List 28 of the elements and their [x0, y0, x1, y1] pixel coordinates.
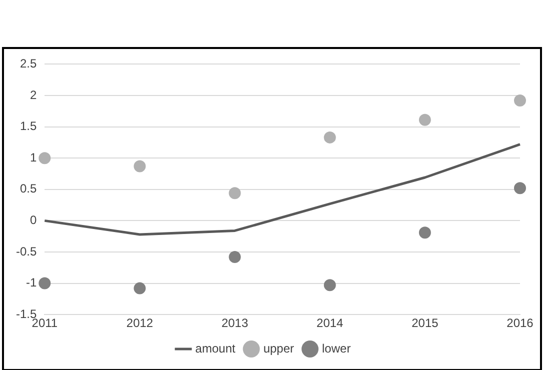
x-tick-label: 2012	[126, 316, 154, 330]
y-tick-label: 0.5	[20, 182, 37, 196]
point	[134, 282, 146, 294]
y-tick-label: -1	[26, 276, 37, 290]
point	[38, 277, 51, 290]
legend-label: upper	[263, 341, 294, 356]
x-tick-label: 2015	[412, 316, 439, 330]
point	[324, 279, 336, 292]
y-tick-label: -0.5	[16, 244, 37, 258]
point	[418, 226, 431, 239]
y-tick-label: 1.5	[20, 119, 37, 134]
y-tick-label: 2	[30, 88, 37, 102]
point	[324, 131, 336, 144]
point	[514, 182, 526, 194]
y-tick-label: 0	[30, 213, 37, 228]
point	[134, 160, 146, 172]
legend-label: lower	[322, 341, 351, 356]
legend-label: amount	[195, 341, 236, 356]
x-tick-label: 2014	[316, 316, 344, 330]
y-tick-label: 1	[30, 150, 37, 164]
point	[514, 94, 526, 107]
x-tick-label: 2016	[506, 316, 534, 330]
x-tick-label: 2013	[221, 316, 248, 330]
point	[418, 114, 431, 126]
point	[228, 187, 241, 200]
y-tick-label: 2.5	[20, 56, 37, 71]
point	[228, 251, 241, 264]
point	[38, 152, 51, 164]
